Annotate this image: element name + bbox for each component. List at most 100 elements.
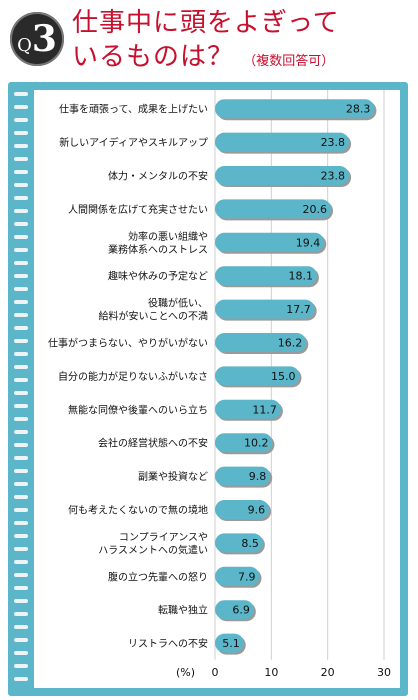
binder-rings (14, 88, 28, 688)
title-line-1: 仕事中に頭をよぎって (72, 8, 340, 38)
binder-ring (14, 534, 28, 538)
chart-subtitle: （複数回答可） (243, 54, 335, 69)
category-label: 人間関係を広げて充実させたい (68, 203, 208, 216)
binder-ring (14, 235, 28, 239)
chart-title: 仕事中に頭をよぎって いるものは？ （複数回答可） (72, 6, 412, 79)
binder-ring (14, 560, 28, 564)
bar (215, 366, 300, 386)
value-label: 10.2 (244, 437, 269, 450)
binder-ring (14, 404, 28, 408)
binder-ring (14, 339, 28, 343)
bar (215, 566, 260, 586)
category-label: 無能な同僚や後輩へのいら立ち (68, 403, 208, 416)
binder-ring (14, 625, 28, 629)
binder-ring (14, 482, 28, 486)
binder-ring (14, 313, 28, 317)
binder-ring (14, 183, 28, 187)
binder-ring (14, 92, 28, 96)
binder-ring (14, 378, 28, 382)
category-label: 会社の経営状態への不安 (98, 437, 208, 450)
binder-ring (14, 352, 28, 356)
value-label: 7.9 (238, 570, 256, 583)
x-tick-label: 20 (321, 666, 335, 679)
bar (215, 299, 315, 319)
bar (215, 633, 244, 653)
binder-ring (14, 638, 28, 642)
category-label: 業務体系へのストレス (108, 243, 208, 256)
bar (215, 466, 271, 486)
bar (215, 333, 307, 352)
question-number: 3 (31, 18, 57, 60)
value-label: 6.9 (232, 604, 250, 617)
bar (215, 500, 270, 519)
binder-ring (14, 664, 28, 668)
title-line-2: いるものは？ (72, 42, 235, 72)
binder-ring (14, 456, 28, 460)
value-label: 16.2 (278, 337, 303, 350)
binder-ring (14, 261, 28, 265)
value-label: 15.0 (271, 370, 296, 383)
binder-ring (14, 599, 28, 603)
category-label: 何も考えたくないので無の境地 (68, 504, 208, 517)
category-label: 趣味や休みの予定など (108, 270, 208, 283)
binder-ring (14, 248, 28, 252)
binder-ring (14, 430, 28, 434)
binder-ring (14, 222, 28, 226)
category-label: ハラスメントへの気遣い (98, 543, 208, 556)
binder-ring (14, 170, 28, 174)
x-tick-label: 10 (264, 666, 278, 679)
binder-ring (14, 118, 28, 122)
bar (215, 533, 263, 553)
bar (215, 132, 350, 152)
category-label: コンプライアンスや (119, 531, 208, 543)
category-label: 効率の悪い組織や (128, 230, 208, 243)
bar (215, 399, 281, 419)
value-label: 28.3 (346, 103, 371, 116)
bar-chart: 28.3 仕事を頑張って、成果を上げたい 23.8 新しいアイディアやスキルアップ 23… (48, 90, 391, 679)
category-label: 給料が安いことへの不満 (99, 310, 209, 323)
x-tick-label: 0 (212, 666, 219, 679)
binder-ring (14, 651, 28, 655)
value-label: 20.6 (303, 203, 328, 216)
binder-ring (14, 586, 28, 590)
binder-ring (14, 417, 28, 421)
category-label: リストラへの不安 (128, 637, 208, 650)
category-label: 仕事を頑張って、成果を上げたい (59, 103, 208, 116)
category-label: 腹の立つ先輩への怒り (108, 570, 208, 583)
x-tick-label: 30 (377, 666, 391, 679)
binder-ring (14, 326, 28, 330)
category-label: 副業や投資など (138, 470, 208, 483)
binder-ring (14, 157, 28, 161)
value-label: 17.7 (286, 303, 311, 316)
category-label: 自分の能力が足りないふがいなさ (58, 370, 208, 383)
value-label: 8.5 (241, 537, 259, 550)
bar (215, 99, 375, 119)
binder-ring (14, 573, 28, 577)
value-label: 19.4 (296, 236, 321, 249)
bar (215, 199, 332, 219)
binder-ring (14, 196, 28, 200)
binder-ring (14, 300, 28, 304)
binder-ring (14, 443, 28, 447)
bar (215, 600, 254, 620)
bar (215, 266, 317, 286)
binder-ring (14, 469, 28, 473)
value-label: 9.6 (248, 504, 266, 517)
binder-ring (14, 365, 28, 369)
category-label: 役職が低い、 (148, 297, 208, 310)
binder-ring (14, 521, 28, 525)
binder-ring (14, 209, 28, 213)
binder-ring (14, 105, 28, 109)
x-axis-label: (%) (176, 666, 195, 679)
category-label: 新しいアイディアやスキルアップ (59, 136, 208, 149)
category-label: 体力・メンタルの不安 (108, 170, 208, 183)
binder-ring (14, 274, 28, 278)
category-label: 仕事がつまらない、やりがいがない (48, 337, 208, 350)
binder-ring (14, 547, 28, 551)
value-label: 9.8 (249, 470, 267, 483)
binder-ring (14, 287, 28, 291)
binder-ring (14, 495, 28, 499)
binder-ring (14, 612, 28, 616)
question-badge: Q 3 (10, 12, 64, 66)
category-label: 転職や独立 (158, 604, 208, 617)
